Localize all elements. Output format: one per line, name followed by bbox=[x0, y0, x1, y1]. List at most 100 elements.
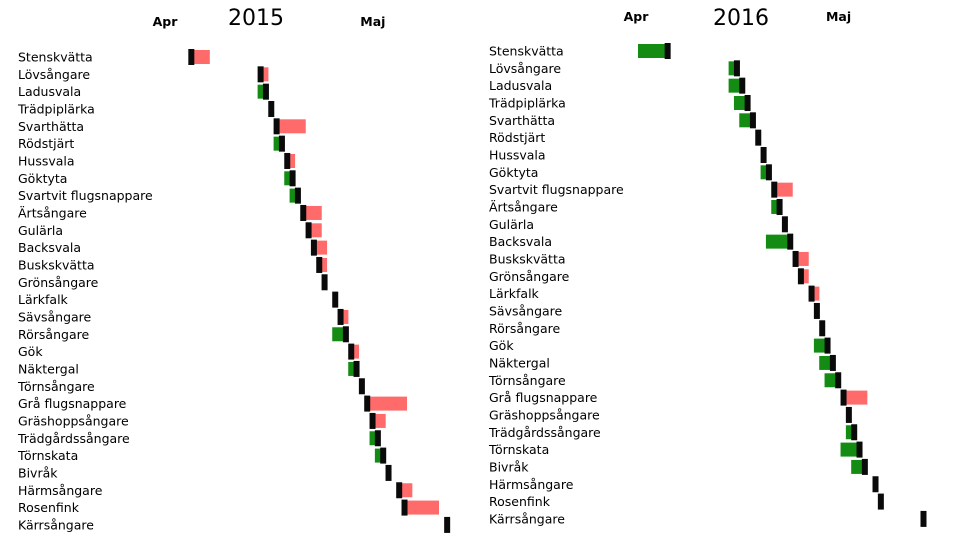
date-marker bbox=[760, 146, 767, 163]
later-bar bbox=[375, 413, 386, 428]
species-label: Backsvala bbox=[489, 234, 552, 249]
date-marker bbox=[273, 118, 280, 135]
species-label: Lövsångare bbox=[18, 67, 90, 82]
species-label: Sävsångare bbox=[18, 309, 92, 324]
later-bar bbox=[316, 240, 328, 255]
species-label: Törnskata bbox=[17, 448, 78, 463]
later-bar bbox=[369, 396, 408, 411]
species-label: Törnsångare bbox=[17, 379, 95, 394]
date-marker bbox=[733, 60, 740, 77]
date-marker bbox=[262, 83, 269, 100]
species-label: Lärkfalk bbox=[18, 292, 69, 307]
date-marker bbox=[284, 152, 291, 169]
earlier-bar bbox=[728, 61, 735, 76]
date-marker bbox=[321, 274, 328, 291]
species-label: Grönsångare bbox=[489, 269, 570, 284]
later-bar bbox=[311, 223, 322, 238]
earlier-bar bbox=[369, 431, 376, 446]
month-tick-label: Apr bbox=[153, 14, 179, 29]
date-marker bbox=[364, 395, 371, 412]
date-marker bbox=[792, 250, 799, 267]
species-label: Bivråk bbox=[18, 465, 58, 480]
date-marker bbox=[797, 268, 804, 285]
earlier-bar bbox=[332, 327, 344, 342]
earlier-bar bbox=[813, 338, 826, 353]
date-marker bbox=[845, 406, 852, 423]
date-marker bbox=[289, 170, 296, 187]
date-marker bbox=[374, 430, 381, 447]
species-label: Svartvit flugsnappare bbox=[489, 182, 624, 197]
species-label: Trädpiplärka bbox=[17, 101, 95, 116]
earlier-bar bbox=[819, 355, 831, 370]
species-label: Hussvala bbox=[18, 153, 75, 168]
later-bar bbox=[289, 153, 296, 168]
species-label: Göktyta bbox=[489, 165, 538, 180]
later-bar bbox=[321, 257, 328, 272]
date-marker bbox=[300, 204, 307, 221]
earlier-bar bbox=[824, 373, 837, 388]
species-label: Bivråk bbox=[489, 459, 529, 474]
date-marker bbox=[744, 94, 751, 111]
species-label: Trädgårdssångare bbox=[17, 431, 130, 446]
date-marker bbox=[856, 441, 863, 458]
species-label: Svarthätta bbox=[489, 113, 555, 128]
date-marker bbox=[765, 164, 772, 181]
date-marker bbox=[310, 239, 317, 256]
date-marker bbox=[877, 493, 884, 510]
species-label: Buskskvätta bbox=[489, 251, 566, 266]
species-label: Rosenfink bbox=[18, 500, 80, 515]
earlier-bar bbox=[760, 165, 767, 180]
date-marker bbox=[819, 320, 826, 337]
date-marker bbox=[755, 129, 762, 146]
earlier-bar bbox=[284, 171, 291, 186]
date-marker bbox=[257, 66, 264, 83]
date-marker bbox=[739, 77, 746, 94]
date-marker bbox=[840, 389, 847, 406]
date-marker bbox=[385, 464, 392, 481]
species-label: Göktyta bbox=[18, 171, 67, 186]
date-marker bbox=[401, 499, 408, 516]
date-marker bbox=[369, 412, 376, 429]
species-label: Lövsångare bbox=[489, 61, 561, 76]
earlier-bar bbox=[289, 188, 296, 203]
date-marker bbox=[787, 233, 794, 250]
later-bar bbox=[776, 182, 793, 197]
species-label: Kärrsångare bbox=[489, 511, 565, 526]
species-label: Stenskvätta bbox=[18, 50, 93, 65]
earlier-bar bbox=[728, 78, 741, 93]
date-marker bbox=[851, 424, 858, 441]
later-bar bbox=[263, 67, 269, 82]
later-bar bbox=[407, 500, 439, 515]
later-bar bbox=[343, 309, 349, 324]
species-label: Gräshoppsångare bbox=[489, 407, 600, 422]
earlier-bar bbox=[273, 136, 280, 151]
date-marker bbox=[278, 135, 285, 152]
later-bar bbox=[193, 50, 210, 64]
date-marker bbox=[781, 216, 788, 233]
earlier-bar bbox=[374, 448, 382, 463]
species-label: Svartvit flugsnappare bbox=[18, 188, 153, 203]
date-marker bbox=[294, 187, 301, 204]
species-label: Stenskvätta bbox=[489, 44, 564, 59]
species-label: Rörsångare bbox=[18, 327, 89, 342]
chart-title: 2015 bbox=[228, 6, 284, 31]
species-label: Grå flugsnappare bbox=[489, 390, 598, 405]
species-label: Kärrsångare bbox=[18, 517, 94, 532]
species-label: Trädgårdssångare bbox=[488, 425, 601, 440]
species-label: Buskskvätta bbox=[18, 257, 95, 272]
date-marker bbox=[872, 476, 879, 493]
species-label: Ärtsångare bbox=[18, 205, 87, 220]
date-marker bbox=[771, 181, 778, 198]
date-marker bbox=[337, 308, 344, 325]
earlier-bar bbox=[257, 84, 264, 99]
date-marker bbox=[316, 256, 323, 273]
month-tick-label: Maj bbox=[360, 14, 385, 29]
chart-title: 2016 bbox=[713, 6, 769, 31]
date-marker bbox=[188, 49, 195, 65]
date-marker bbox=[380, 447, 387, 464]
later-bar bbox=[279, 119, 306, 134]
species-label: Törnsångare bbox=[488, 373, 566, 388]
date-marker bbox=[829, 354, 836, 371]
later-bar bbox=[803, 269, 809, 284]
species-label: Trädpiplärka bbox=[488, 95, 566, 110]
